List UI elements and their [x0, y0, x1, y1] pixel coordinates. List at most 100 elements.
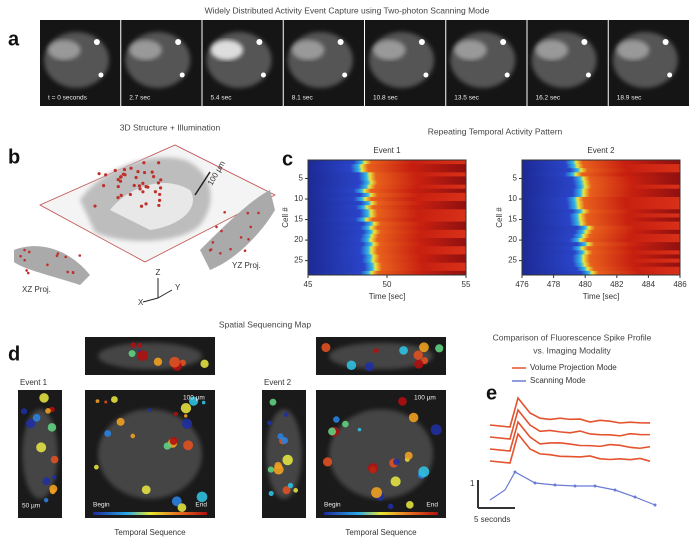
scale-label: 5 seconds: [474, 515, 510, 524]
cell-dot: [148, 408, 152, 412]
point: [28, 251, 31, 254]
cell-dot: [130, 342, 136, 348]
heatmap-row: [308, 226, 466, 231]
panel-e-title: vs. Imaging Modality: [533, 345, 611, 355]
heatmap-row: [522, 234, 680, 239]
heatmap-row: [522, 267, 680, 272]
point: [133, 184, 136, 187]
x-tick-label: 45: [304, 280, 313, 289]
cell-dot: [293, 488, 298, 493]
frame-label: 5.4 sec: [211, 95, 233, 102]
cell-dot: [406, 501, 414, 509]
cell-dot: [181, 403, 191, 413]
colorbar: [324, 512, 438, 515]
heatmap-row: [522, 213, 680, 218]
point: [46, 264, 49, 267]
heatmap-row: [522, 226, 680, 231]
x-tick-label: 55: [462, 280, 471, 289]
point: [257, 212, 260, 215]
cell-dot: [374, 348, 379, 353]
colorbar-end: End: [195, 502, 207, 509]
spot: [423, 73, 428, 78]
cell-dot: [154, 358, 162, 366]
point: [244, 249, 247, 252]
point: [158, 199, 161, 202]
cell-dot: [142, 485, 151, 494]
y-tick-label: 10: [294, 194, 303, 203]
cell-dot: [137, 343, 142, 348]
heatmap-row: [522, 222, 680, 227]
heatmap-row: [308, 234, 466, 239]
heatmap-row: [308, 176, 466, 181]
point: [138, 184, 141, 187]
projection-label: XZ Proj.: [22, 285, 51, 294]
y-tick-label: 15: [294, 215, 303, 224]
point: [114, 169, 117, 172]
cell-dot: [111, 396, 118, 403]
point: [141, 182, 144, 185]
heatmap-row: [522, 160, 680, 165]
point: [146, 186, 149, 189]
cell-dot: [178, 503, 187, 512]
heatmap-row: [308, 259, 466, 264]
point: [152, 175, 155, 178]
legend-label: Scanning Mode: [530, 376, 586, 385]
point: [212, 241, 215, 244]
cell-dot: [371, 487, 382, 498]
heatmap-row: [522, 197, 680, 202]
frame-label: 13.5 sec: [454, 95, 479, 102]
cell-dot: [130, 434, 135, 439]
heatmap-row: [308, 242, 466, 247]
heatmap-row: [522, 168, 680, 173]
point: [122, 173, 125, 176]
xz-projection: [14, 246, 90, 285]
frame-label: 2.7 sec: [129, 95, 151, 102]
trace-point: [534, 482, 537, 485]
cell-dot: [170, 437, 178, 445]
cell-dot: [342, 421, 349, 428]
cell-dot: [321, 343, 330, 352]
trace-point: [554, 484, 557, 487]
heatmap-row: [308, 250, 466, 255]
axis-label: X: [138, 298, 144, 307]
cell-dot: [50, 489, 56, 495]
cell-dot: [45, 408, 51, 414]
heatmap-row: [522, 250, 680, 255]
point: [140, 205, 143, 208]
point: [142, 161, 145, 164]
panel-d-title: Spatial Sequencing Map: [219, 319, 311, 329]
cell-dot: [164, 442, 171, 449]
heatmap-row: [522, 205, 680, 210]
cell-dot: [104, 401, 107, 404]
point: [220, 230, 223, 233]
colorbar-end: End: [426, 502, 438, 509]
y-tick-label: 5: [299, 174, 304, 183]
tissue: [211, 40, 244, 60]
y-tick-label: 20: [294, 235, 303, 244]
heatmap-row: [308, 209, 466, 214]
heatmap-row: [308, 181, 466, 186]
frame-label: 8.1 sec: [292, 95, 314, 102]
axis-label: Z: [156, 268, 161, 277]
tissue: [98, 343, 202, 370]
heatmap-row: [522, 263, 680, 268]
colorbar-label: Temporal Sequence: [345, 528, 417, 537]
x-axis-label: Time [sec]: [369, 292, 406, 301]
cell-dot: [268, 466, 274, 472]
cell-dot: [414, 350, 423, 359]
cell-dot: [405, 452, 413, 460]
scale-label: 50 µm: [22, 503, 40, 510]
cell-dot: [333, 416, 339, 422]
y-axis-label: Cell #: [495, 207, 504, 228]
x-tick-label: 480: [579, 280, 593, 289]
heatmap-row: [522, 254, 680, 259]
cell-dot: [419, 342, 429, 352]
cell-dot: [51, 456, 59, 464]
cell-dot: [129, 350, 136, 357]
panel-c-title: Repeating Temporal Activity Pattern: [428, 126, 563, 136]
tissue: [292, 40, 325, 60]
cell-dot: [48, 423, 56, 431]
cell-dot: [182, 419, 192, 429]
scale-label: 100 µm: [183, 395, 205, 402]
heatmap-row: [522, 218, 680, 223]
